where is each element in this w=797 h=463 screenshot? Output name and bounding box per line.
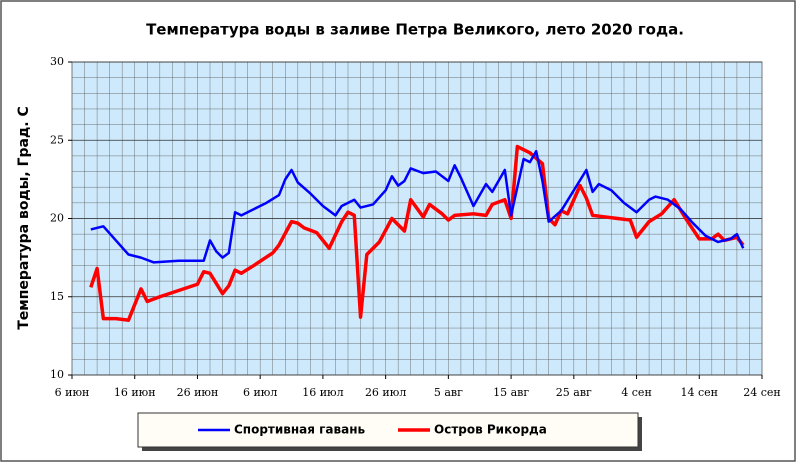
legend-label: Спортивная гавань xyxy=(234,423,366,437)
x-tick-label: 25 авг xyxy=(556,386,592,399)
x-tick-label: 16 июн xyxy=(114,386,156,399)
x-tick-label: 5 авг xyxy=(434,386,463,399)
y-tick-label: 10 xyxy=(50,368,64,381)
y-tick-label: 15 xyxy=(50,290,64,303)
series-line xyxy=(90,149,745,264)
y-tick-label: 20 xyxy=(50,212,64,225)
y-tick-label: 30 xyxy=(50,55,64,68)
grid xyxy=(68,61,763,379)
marks xyxy=(89,144,745,322)
x-tick-label: 15 авг xyxy=(493,386,529,399)
x-tick-label: 24 сен xyxy=(743,386,781,399)
y-axis-title: Температура воды, Град. С xyxy=(16,106,32,330)
x-tick-label: 4 сен xyxy=(621,386,652,399)
y-tick-label: 25 xyxy=(50,133,64,146)
x-tick-label: 6 июл xyxy=(243,386,277,399)
series-line xyxy=(89,144,745,322)
chart-title: Температура воды в заливе Петра Великого… xyxy=(146,21,684,39)
x-tick-label: 16 июл xyxy=(302,386,343,399)
legend-label: Остров Рикорда xyxy=(434,423,547,437)
x-tick-label: 26 июн xyxy=(177,386,219,399)
x-tick-label: 14 сен xyxy=(681,386,719,399)
x-tick-label: 26 июл xyxy=(365,386,406,399)
x-tick-label: 6 июн xyxy=(55,386,90,399)
